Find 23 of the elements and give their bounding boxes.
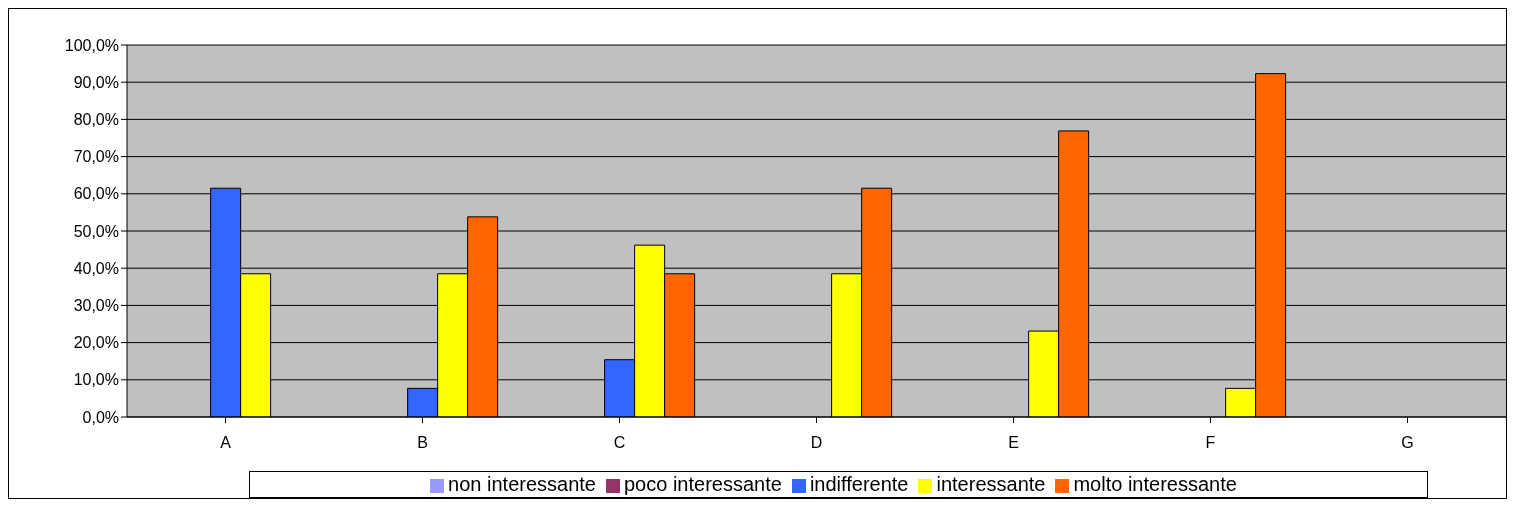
y-tick-label: 70,0% [73,148,119,166]
y-tick-label: 50,0% [73,222,119,240]
x-tick-label: C [613,434,626,452]
legend-label: indifferente [809,473,909,495]
y-tick-label: 40,0% [73,259,119,277]
legend-label: molto interessante [1073,473,1237,495]
y-tick-label: 90,0% [73,73,119,91]
y-tick-label: 20,0% [73,334,119,352]
x-tick-label: D [810,434,823,452]
y-tick-label: 30,0% [73,297,119,315]
x-tick-label: B [417,434,428,452]
y-tick-label: 10,0% [73,371,119,389]
y-tick-label: 100,0% [64,36,119,54]
legend-label: non interessante [448,473,596,495]
x-tick-label: E [1008,434,1019,452]
legend-label: interessante [936,473,1046,495]
x-tick-label: G [1401,434,1414,452]
y-tick-label: 80,0% [73,111,119,129]
x-tick-label: F [1205,434,1216,452]
legend-label: poco interessante [624,473,782,495]
x-tick-label: A [220,434,232,452]
y-tick-label: 60,0% [73,185,119,203]
y-tick-label: 0,0% [82,408,119,426]
